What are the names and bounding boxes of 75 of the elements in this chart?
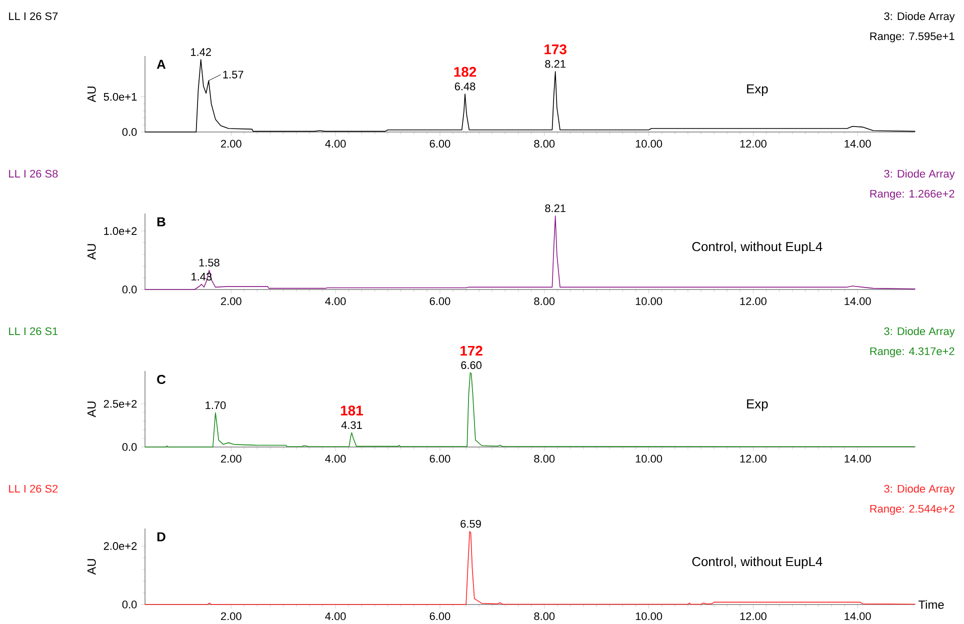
annotation: 6.48 <box>454 82 476 90</box>
y-tick-label: 1.0e+2 <box>104 227 137 236</box>
chart-subtitle: 3: Diode Array <box>884 484 955 495</box>
annotation: A <box>156 60 166 69</box>
y-tick-label: 0.0 <box>122 443 137 451</box>
annotation: 1.70 <box>206 401 226 410</box>
y-axis-title: AU <box>87 244 96 260</box>
x-tick-label: 10.00 <box>636 140 662 148</box>
y-axis-title: AU <box>87 559 96 575</box>
x-tick-label: 10.00 <box>636 612 662 620</box>
x-tick-label: 8.00 <box>534 140 555 148</box>
x-tick-label: 14.00 <box>844 454 871 463</box>
x-tick-label: 12.00 <box>740 297 766 306</box>
x-tick-label: 6.00 <box>430 140 450 148</box>
text: Range: 7.595e+1 <box>870 32 954 42</box>
annotation: 4.31 <box>341 421 362 430</box>
x-tick-label: 14.00 <box>844 612 871 620</box>
x-tick-label: 8.00 <box>534 612 555 620</box>
text: LL I 26 S1 <box>9 327 58 336</box>
annotation: 1.42 <box>191 48 211 56</box>
annotation: 6.59 <box>460 520 481 528</box>
text: LL I 26 S8 <box>9 170 58 178</box>
x-tick-label: 8.00 <box>534 297 555 306</box>
x-tick-label: 14.00 <box>844 297 871 306</box>
x-tick-label: 6.00 <box>430 454 450 463</box>
x-tick-label: 12.00 <box>740 454 766 463</box>
x-tick-label: 8.00 <box>534 454 555 463</box>
y-tick-label: 0.0 <box>122 286 137 294</box>
annotation: 173 <box>544 44 566 54</box>
text: Range: 4.317e+2 <box>870 347 954 358</box>
annotation: 8.21 <box>545 60 566 68</box>
x-tick-label: 2.00 <box>221 454 242 463</box>
chart-subtitle: 3: Diode Array <box>884 12 955 22</box>
annotation: 172 <box>460 346 482 356</box>
y-tick-label: 2.5e+2 <box>104 400 137 408</box>
x-axis-title: Time <box>918 600 944 609</box>
x-tick-label: 4.00 <box>325 297 346 306</box>
annotation: 182 <box>454 67 476 77</box>
chart-subtitle: 3: Diode Array <box>884 327 955 338</box>
x-tick-label: 2.00 <box>221 297 242 306</box>
text: Range: 2.544e+2 <box>870 504 954 515</box>
y-axis-title: AU <box>87 86 96 102</box>
x-tick-label: 2.00 <box>221 612 242 620</box>
x-tick-label: 14.00 <box>844 140 871 148</box>
annotation: 1.58 <box>199 258 220 267</box>
annotation: 1.57 <box>223 70 244 79</box>
x-tick-label: 10.00 <box>636 454 662 463</box>
annotation: 8.21 <box>545 204 566 212</box>
x-tick-label: 6.00 <box>430 297 450 306</box>
x-tick-label: 12.00 <box>740 612 766 620</box>
x-tick-label: 4.00 <box>325 454 346 463</box>
x-tick-label: 10.00 <box>636 297 662 306</box>
y-axis-title: AU <box>87 402 96 418</box>
text: Range: 1.266e+2 <box>870 190 954 200</box>
x-tick-label: 2.00 <box>221 140 242 148</box>
annotation: Control, without EupL4 <box>692 556 822 569</box>
annotation: Exp <box>747 84 768 96</box>
annotation: 181 <box>340 406 363 416</box>
y-tick-label: 5.0e+1 <box>104 93 137 101</box>
x-tick-label: 4.00 <box>325 140 346 148</box>
annotation: Exp <box>747 400 768 412</box>
x-tick-label: 4.00 <box>325 612 346 620</box>
annotation: B <box>157 217 166 226</box>
text: LL I 26 S2 <box>9 484 58 493</box>
y-tick-label: 0.0 <box>122 128 137 136</box>
x-tick-label: 6.00 <box>430 612 450 620</box>
text: LL I 26 S7 <box>9 12 58 20</box>
chart-subtitle: 3: Diode Array <box>884 170 955 180</box>
annotation: C <box>157 374 166 384</box>
y-tick-label: 2.0e+2 <box>104 542 137 550</box>
y-tick-label: 0.0 <box>122 600 137 608</box>
annotation: Control, without EupL4 <box>692 242 822 254</box>
annotation: 6.60 <box>461 361 482 370</box>
x-tick-label: 12.00 <box>740 140 766 148</box>
annotation: D <box>157 532 166 542</box>
